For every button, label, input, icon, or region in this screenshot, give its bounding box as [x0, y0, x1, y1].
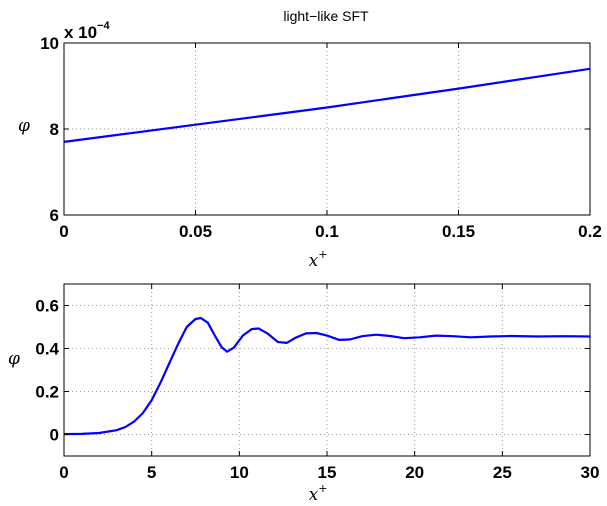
bottom-y-axis-label: φ: [8, 349, 20, 369]
x-tick-label: 5: [147, 463, 156, 482]
x-tick-label: 0.15: [442, 222, 475, 241]
top-series-line: [63, 67, 591, 143]
y-tick-label: 6: [50, 206, 59, 225]
bottom-y-tick-labels: 0 0.2 0.4 0.6: [35, 297, 59, 445]
x-tick-label: 25: [493, 463, 512, 482]
y-tick-label: 0.4: [35, 340, 59, 359]
bottom-x-tick-labels: 0 5 10 15 20 25 30: [59, 463, 599, 482]
top-x-tick-labels: 0 0.05 0.1 0.15 0.2: [59, 222, 602, 241]
top-y-multiplier: x 10−4: [64, 20, 111, 42]
bottom-tick-marks: [63, 284, 591, 456]
x-tick-label: 10: [230, 463, 249, 482]
y-tick-label: 0: [50, 426, 59, 445]
top-x-axis-label: x+: [309, 248, 328, 271]
bottom-gridlines: [64, 284, 590, 456]
y-tick-label: 10: [40, 34, 59, 53]
x-tick-label: 30: [581, 463, 600, 482]
x-tick-label: 0: [59, 463, 68, 482]
y-tick-label: 0.2: [35, 383, 59, 402]
y-tick-label: 8: [50, 120, 59, 139]
top-y-tick-labels: 6 8 10: [40, 34, 59, 225]
x-tick-label: 0.2: [578, 222, 602, 241]
bottom-axes-box: [63, 283, 591, 457]
chart-title: light−like SFT: [283, 8, 369, 24]
x-tick-label: 0: [59, 222, 68, 241]
x-tick-label: 0.1: [315, 222, 339, 241]
top-chart: 0 0.05 0.1 0.15 0.2 6 8 10 light−like SFT x 10…: [18, 8, 602, 271]
top-y-axis-label: φ: [18, 116, 30, 136]
x-tick-label: 0.05: [179, 222, 212, 241]
bottom-chart: 0 5 10 15 20 25 30 0 0.2 0.4 0.6 φ x+: [8, 283, 599, 505]
top-axes-box: [63, 42, 591, 216]
bottom-x-axis-label: x+: [309, 482, 328, 505]
y-tick-label: 0.6: [35, 297, 59, 316]
x-tick-label: 15: [318, 463, 337, 482]
top-gridlines: [64, 43, 590, 215]
bottom-series-line: [63, 316, 591, 436]
top-tick-marks: [63, 42, 591, 216]
x-tick-label: 20: [405, 463, 424, 482]
